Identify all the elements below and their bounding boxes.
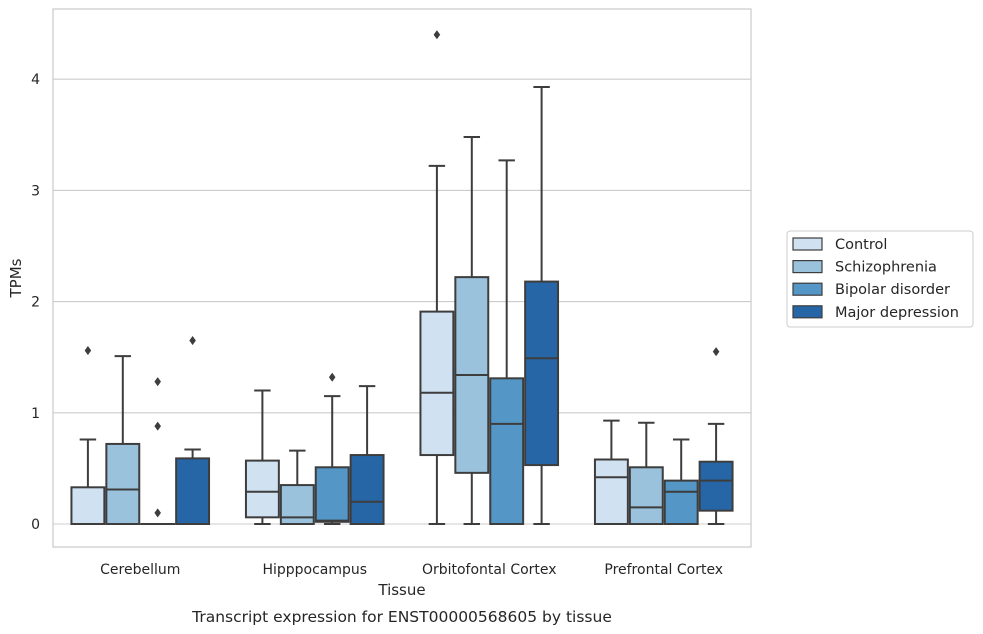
- iqr-box: [698, 460, 734, 512]
- iqr-box: [489, 377, 525, 525]
- iqr-box: [419, 310, 455, 457]
- x-tick-label: Prefrontal Cortex: [604, 562, 723, 578]
- legend-swatch: [792, 260, 823, 274]
- x-tick-label: Cerebellum: [100, 562, 180, 578]
- y-axis-label: TPMs: [7, 258, 25, 298]
- legend-label: Control: [835, 237, 887, 253]
- box-group: [279, 449, 315, 525]
- y-tick-label: 3: [31, 183, 40, 199]
- boxes-layer: [70, 30, 734, 526]
- box-group: [314, 372, 350, 525]
- legend-label: Major depression: [835, 305, 959, 321]
- outlier-point: [712, 347, 720, 357]
- outlier-point: [328, 372, 336, 382]
- iqr-box: [524, 280, 560, 467]
- legend-label: Schizophrenia: [835, 260, 937, 276]
- y-axis-ticks: 0 1 2 3 4: [31, 72, 40, 533]
- legend-label: Bipolar disorder: [835, 282, 950, 298]
- iqr-box: [593, 458, 629, 525]
- iqr-box: [349, 454, 385, 525]
- box-group: [454, 136, 490, 525]
- outlier-point: [84, 345, 92, 356]
- plot-frame: [52, 8, 752, 548]
- box-group: [524, 85, 560, 525]
- y-tick-label: 4: [31, 72, 40, 88]
- legend-swatch: [792, 282, 823, 296]
- legend-swatch: [792, 237, 823, 251]
- box-group: [140, 377, 176, 526]
- outlier-point: [189, 335, 196, 346]
- box-group: [663, 438, 699, 525]
- legend: Control Schizophrenia Bipolar disorder Majo…: [786, 230, 974, 328]
- iqr-box: [663, 479, 699, 525]
- legend-swatch: [792, 305, 823, 319]
- plot-background: [53, 9, 751, 547]
- iqr-box: [105, 442, 141, 526]
- iqr-box: [628, 466, 664, 525]
- y-tick-label: 0: [31, 517, 40, 533]
- figure-caption: Transcript expression for ENST0000056860…: [191, 608, 612, 626]
- outlier-point: [154, 508, 162, 518]
- box-group: [70, 345, 106, 525]
- box-group: [244, 389, 280, 525]
- outlier-point: [154, 421, 162, 431]
- outlier-point: [433, 30, 441, 40]
- box-group: [698, 347, 734, 525]
- iqr-box: [244, 459, 280, 519]
- box-group: [489, 159, 525, 525]
- y-tick-label: 1: [31, 406, 40, 422]
- iqr-box: [70, 486, 106, 525]
- x-axis-label: Tissue: [377, 581, 425, 599]
- legend-frame: [786, 230, 974, 328]
- box-group: [628, 421, 664, 525]
- box-group: [593, 419, 629, 525]
- iqr-box: [314, 466, 350, 523]
- box-group: [175, 335, 211, 525]
- outlier-point: [154, 377, 162, 387]
- box-group: [419, 30, 455, 525]
- iqr-box: [175, 457, 211, 525]
- box-group: [105, 355, 141, 526]
- box-group: [349, 385, 385, 525]
- x-tick-label: Hipppocampus: [262, 562, 367, 578]
- y-tick-label: 2: [31, 295, 40, 311]
- x-tick-label: Orbitofontal Cortex: [422, 562, 557, 578]
- x-axis-ticks: Cerebellum Hipppocampus Orbitofontal Corte…: [100, 562, 723, 578]
